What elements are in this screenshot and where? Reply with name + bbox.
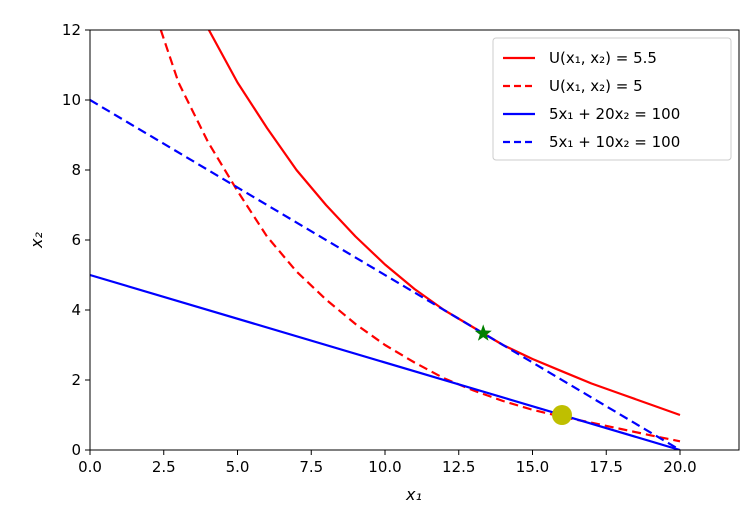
x-tick-label: 12.5: [442, 458, 475, 476]
y-tick-label: 0: [71, 441, 81, 459]
x-tick-label: 7.5: [299, 458, 323, 476]
series-line-3: [90, 273, 681, 450]
y-tick-label: 10: [62, 91, 81, 109]
y-tick-label: 4: [71, 301, 81, 319]
y-tick-label: 6: [71, 231, 81, 249]
x-tick-label: 5.0: [226, 458, 250, 476]
x-tick-label: 10.0: [368, 458, 401, 476]
x-tick-label: 20.0: [663, 458, 696, 476]
y-axis-label: x₂: [27, 231, 46, 248]
x-axis-ticks: 0.0 2.5 5.0 7.5 10.0 12.5 15.0 17.5 20.0: [78, 450, 697, 476]
y-tick-label: 12: [62, 21, 81, 39]
marker-layer: [474, 324, 572, 425]
series-layer: [90, 30, 681, 450]
y-tick-label: 8: [71, 161, 81, 179]
x-tick-label: 0.0: [78, 458, 102, 476]
y-tick-label: 2: [71, 371, 81, 389]
legend-entry: U(x₁, x₂) = 5.5: [549, 49, 657, 67]
legend-entry: 5x₁ + 10x₂ = 100: [549, 133, 680, 151]
legend: U(x₁, x₂) = 5.5 U(x₁, x₂) = 5 5x₁ + 20x₂ =…: [492, 37, 732, 161]
legend-entry: U(x₁, x₂) = 5: [549, 77, 643, 95]
x-tick-label: 2.5: [152, 458, 176, 476]
x-axis-label: x₁: [405, 485, 422, 504]
x-tick-label: 17.5: [590, 458, 623, 476]
star-marker: [474, 324, 492, 341]
x-tick-label: 15.0: [516, 458, 549, 476]
circle-marker: [552, 405, 572, 425]
y-axis-ticks: 0 2 4 6 8 10 12: [62, 21, 90, 459]
series-line-4: [90, 99, 681, 450]
legend-entry: 5x₁ + 20x₂ = 100: [549, 105, 680, 123]
legend-box: [492, 37, 732, 161]
